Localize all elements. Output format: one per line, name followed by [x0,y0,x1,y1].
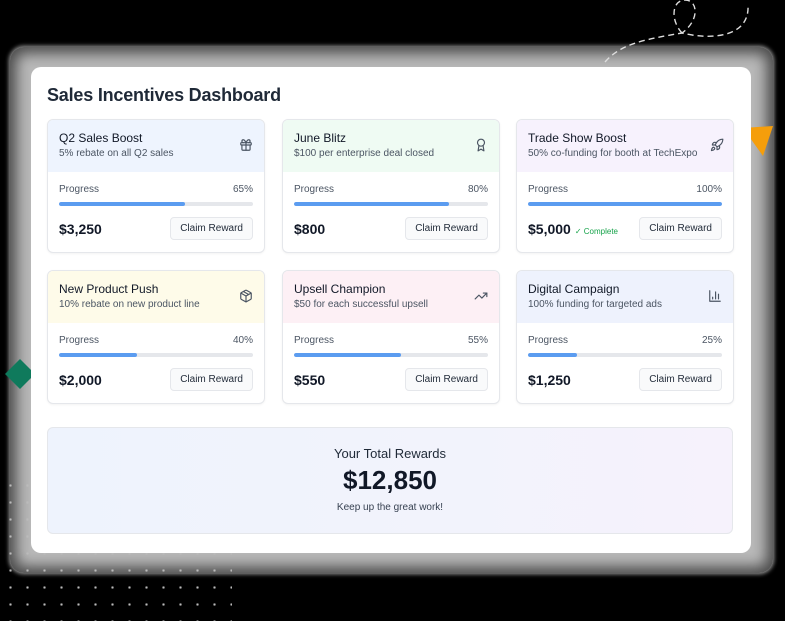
progress-bar [294,353,488,357]
green-diamond-decoration [5,359,35,389]
progress-bar [59,353,253,357]
claim-reward-button[interactable]: Claim Reward [170,368,253,391]
progress-label: Progress [528,335,569,346]
progress-percent: 55% [467,335,488,346]
card-header: New Product Push 10% rebate on new produ… [48,271,264,323]
progress-bar-fill [294,353,401,357]
bar-chart-icon [709,290,721,302]
progress-bar-fill [294,202,450,206]
progress-label: Progress [59,335,100,346]
incentive-card-june-blitz: June Blitz $100 per enterprise deal clos… [282,119,500,253]
progress-bar [59,202,253,206]
card-title: Upsell Champion [294,282,386,296]
progress-percent: 65% [232,184,253,195]
card-title: New Product Push [59,282,159,296]
card-description: $50 for each successful upsell [294,299,428,310]
progress-bar-fill [528,202,722,206]
reward-amount: $550 [294,371,326,388]
reward-amount: $800 [294,220,326,237]
incentive-card-q2-sales-boost: Q2 Sales Boost 5% rebate on all Q2 sales… [47,119,265,253]
claim-reward-button[interactable]: Claim Reward [170,217,253,240]
card-description: 5% rebate on all Q2 sales [59,148,174,159]
progress-label: Progress [294,335,335,346]
package-icon [240,289,252,303]
reward-amount: $5,000 [528,220,571,237]
card-title: June Blitz [294,131,347,145]
trending-up-icon [474,292,488,300]
complete-status-badge: ✓ Complete [574,226,618,236]
card-header: Trade Show Boost 50% co-funding for boot… [517,120,733,172]
claim-reward-button[interactable]: Claim Reward [405,217,488,240]
progress-percent: 80% [467,184,488,195]
gift-icon [240,139,252,151]
claim-reward-button[interactable]: Claim Reward [405,368,488,391]
progress-label: Progress [294,184,335,195]
card-header: Q2 Sales Boost 5% rebate on all Q2 sales [48,120,264,172]
card-description: $100 per enterprise deal closed [294,148,435,159]
card-header: Digital Campaign 100% funding for target… [517,271,733,323]
progress-bar [294,202,488,206]
progress-label: Progress [59,184,100,195]
card-description: 100% funding for targeted ads [528,299,662,310]
card-description: 10% rebate on new product line [59,299,200,310]
progress-bar-fill [59,353,137,357]
incentive-card-digital-campaign: Digital Campaign 100% funding for target… [516,270,734,404]
card-title: Q2 Sales Boost [59,131,143,145]
claim-reward-button[interactable]: Claim Reward [639,368,722,391]
card-title: Digital Campaign [528,282,620,296]
progress-percent: 100% [696,184,722,195]
claim-reward-button[interactable]: Claim Reward [639,217,722,240]
progress-bar [528,353,722,357]
incentive-card-trade-show-boost: Trade Show Boost 50% co-funding for boot… [516,119,734,253]
card-description: 50% co-funding for booth at TechExpo [528,148,698,159]
total-rewards-message: Keep up the great work! [336,502,444,513]
rocket-icon [710,138,724,152]
total-rewards-panel: Your Total Rewards $12,850 Keep up the g… [47,427,733,534]
progress-bar [528,202,722,206]
award-icon [476,138,486,152]
dashed-loop-decoration [604,0,749,63]
card-title: Trade Show Boost [528,131,627,145]
incentive-card-new-product-push: New Product Push 10% rebate on new produ… [47,270,265,404]
card-header: June Blitz $100 per enterprise deal clos… [283,120,499,172]
progress-percent: 25% [701,335,722,346]
incentive-card-upsell-champion: Upsell Champion $50 for each successful … [282,270,500,404]
total-rewards-label: Your Total Rewards [333,446,446,461]
reward-amount: $3,250 [59,220,102,237]
reward-amount: $1,250 [528,371,571,388]
card-header: Upsell Champion $50 for each successful … [283,271,499,323]
page-title: Sales Incentives Dashboard [47,85,281,105]
progress-bar-fill [528,353,577,357]
reward-amount: $2,000 [59,371,102,388]
progress-bar-fill [59,202,186,206]
progress-label: Progress [528,184,569,195]
total-rewards-value: $12,850 [343,465,437,495]
dashboard-window: Sales Incentives Dashboard Q2 Sales Boos… [31,67,751,553]
progress-percent: 40% [232,335,253,346]
